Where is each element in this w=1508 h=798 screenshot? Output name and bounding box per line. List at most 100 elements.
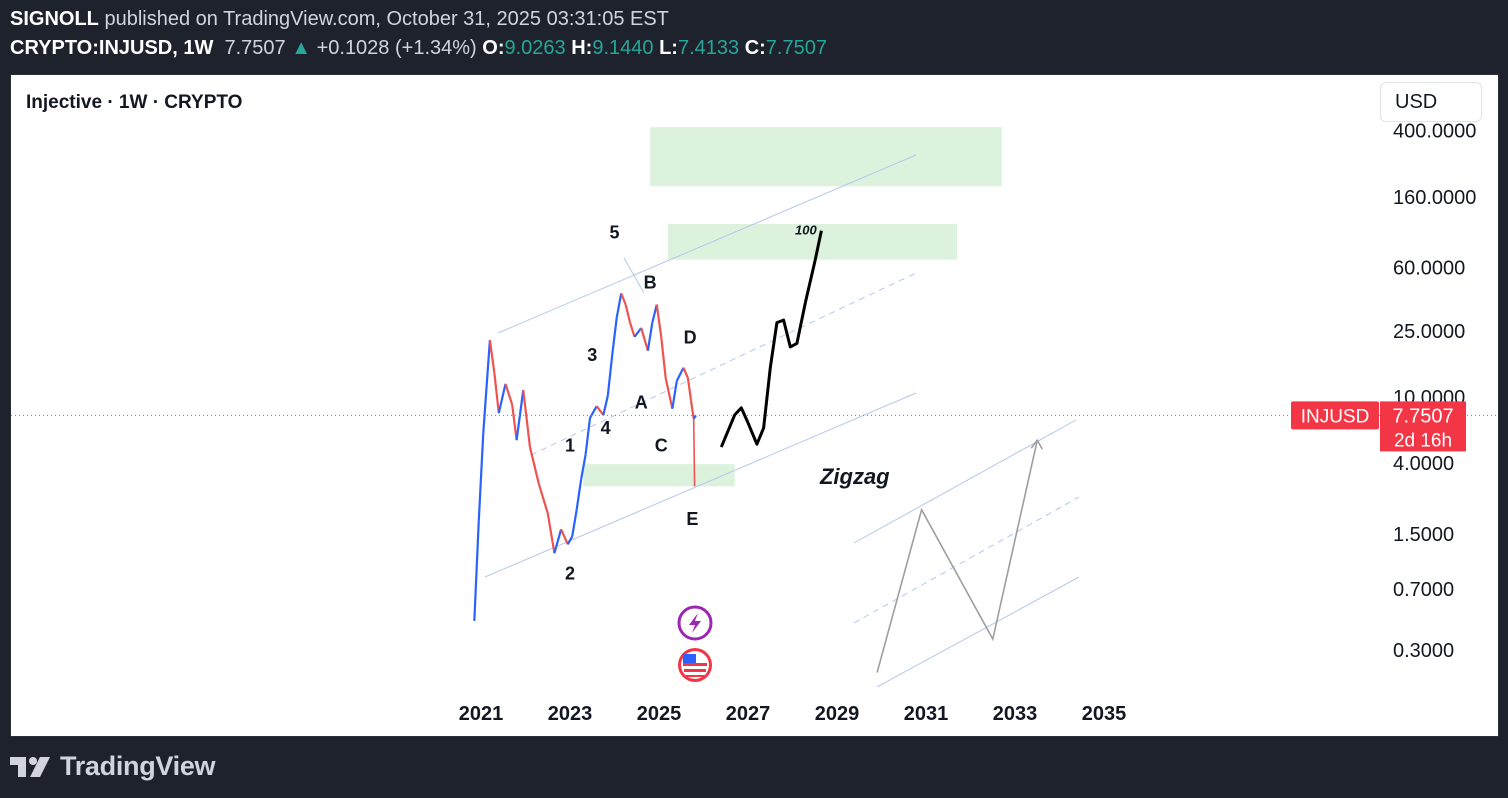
y-tick-label: 160.0000 [1393,187,1476,209]
wave-label-5: 5 [609,222,619,242]
price-segment [511,404,518,441]
price-tag-value: 7.7507 [1392,405,1453,427]
price-segment [686,377,693,401]
y-tick-label: 4.0000 [1393,453,1454,475]
chart-legend[interactable]: Injective · 1W · CRYPTO [26,92,243,113]
price-segment [675,367,685,382]
channel-line-3 [530,272,917,456]
price-tag-bg [1380,401,1466,452]
price-segment [640,327,649,351]
annotation-100: 100 [795,222,817,237]
published-text: published on TradingView.com, October 31… [104,8,669,30]
target-zone-2 [667,223,958,260]
price-segment [629,322,636,338]
wave-label-3: 3 [587,345,597,365]
channel-line-5 [853,496,1080,624]
price-segment [482,339,491,434]
annotation-zigzag: Zigzag [819,464,890,489]
price-segment [611,317,618,355]
us-flag-icon[interactable] [678,648,712,682]
target-zone-3 [583,464,735,487]
x-tick-label: 2025 [637,703,682,725]
price-wick [692,418,696,487]
y-tick-label: 400.0000 [1393,121,1476,143]
zigzag-arrowhead [1030,438,1043,450]
price-segment [660,336,667,379]
close-value: 7.7507 [765,37,827,59]
price-segment [522,389,532,448]
y-tick-label: 0.3000 [1393,640,1454,662]
wave-label-E: E [686,509,698,529]
price-segment [651,304,658,323]
price-segment [624,304,632,323]
channel-line-7 [623,257,645,294]
price-segment [528,446,540,485]
brand-name: TradingView [60,751,216,781]
wave-label-4: 4 [601,418,611,438]
price-segment [537,483,549,514]
price-segment [488,339,496,373]
price-segment [477,433,485,521]
wave-label-B: B [644,272,657,292]
price-segment [620,292,627,305]
projection-curve [719,230,823,448]
channel-line-6 [876,576,1080,688]
wave-label-1: 1 [565,436,575,456]
footer-brand[interactable]: TradingView [10,751,216,782]
chart-panel[interactable]: 1 2 3 4 5 A B C D E Zigzag 100 400.0000 160.0000 60.0… [10,74,1499,737]
high-value: 9.1440 [592,37,654,59]
price-segment [602,395,609,416]
price-segment [671,380,678,409]
x-tick-label: 2031 [904,703,949,725]
price-segment [633,327,643,338]
symbol-name: CRYPTO:INJUSD, 1W [10,37,214,59]
price-segment [692,414,697,420]
price-segment [580,454,587,480]
price-segment [571,509,578,537]
price-segment [595,405,605,416]
price-segment [497,383,507,414]
price-change: +0.1028 (+1.34%) [316,37,477,59]
price-tag-countdown: 2d 16h [1394,430,1452,451]
open-label: O: [482,37,505,59]
lightning-icon[interactable] [677,605,713,641]
symbol-line: CRYPTO:INJUSD, 1W 7.7507 ▲ +0.1028 (+1.3… [10,37,827,60]
price-segment [655,304,663,338]
channel-line-2 [497,154,917,334]
price-segment [575,479,583,510]
price-segment [553,529,563,554]
low-value: 7.4133 [677,37,740,59]
x-tick-label: 2027 [726,703,771,725]
wave-label-D: D [684,327,697,347]
x-tick-label: 2033 [993,703,1038,725]
up-arrow-icon: ▲ [291,37,312,59]
x-tick-label: 2035 [1082,703,1127,725]
price-segment [566,535,574,545]
symbol-tag: INJUSD [1301,406,1370,427]
x-tick-label: 2029 [815,703,860,725]
price-segment [546,513,556,554]
price-segment [646,322,654,351]
wave-label-A: A [635,393,648,413]
symbol-tag-bg [1291,401,1379,430]
price-segment [584,417,592,455]
price-segment [689,400,695,419]
price-segment [615,293,623,318]
price-segment [682,367,689,379]
price-segment [493,372,500,414]
currency-button[interactable]: USD [1380,82,1482,122]
price-segment [560,528,569,545]
price-segment [504,383,514,405]
price-segment [606,354,614,396]
y-tick-label: 60.0000 [1393,258,1465,280]
channel-line-4 [853,419,1077,544]
target-zone-1 [650,127,1002,187]
publisher-name[interactable]: SIGNOLL [10,8,99,30]
price-segment [589,405,598,419]
y-tick-label: 0.7000 [1393,579,1454,601]
x-tick-label: 2021 [459,703,504,725]
price-segment [473,520,480,621]
price-chart[interactable]: 1 2 3 4 5 A B C D E Zigzag 100 400.0000 160.0000 60.0… [11,75,1498,736]
publish-line: SIGNOLL published on TradingView.com, Oc… [10,8,669,31]
tradingview-logo-icon [10,756,50,777]
